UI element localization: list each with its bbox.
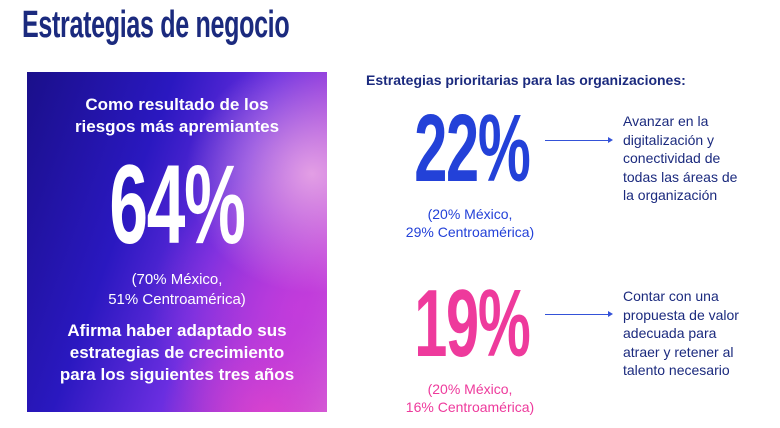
- panel-description-line: estrategias de crecimiento: [69, 343, 285, 362]
- stat-breakdown-mexico: (20% México,: [427, 381, 513, 397]
- arrow-right-icon: [545, 137, 613, 143]
- desc-line: talento necesario: [623, 362, 730, 378]
- desc-line: Avanzar en la: [623, 113, 709, 129]
- panel-description: Afirma haber adaptado sus estrategias de…: [27, 320, 327, 386]
- stat-breakdown-centroamerica: 16% Centroamérica): [405, 399, 535, 415]
- arrow-right-icon: [545, 311, 613, 317]
- stat-description: Contar con una propuesta de valor adecua…: [623, 287, 780, 380]
- desc-line: conectividad de: [623, 150, 721, 166]
- stat-breakdown: (20% México, 16% Centroamérica): [380, 380, 560, 416]
- highlight-panel: Como resultado de los riesgos más apremi…: [27, 72, 327, 412]
- panel-breakdown-centroamerica: 51% Centroamérica): [108, 291, 246, 308]
- priorities-heading: Estrategias prioritarias para las organi…: [366, 72, 686, 88]
- desc-line: adecuada para: [623, 325, 717, 341]
- stat-talent: 19% (20% México, 16% Centroamérica): [380, 268, 560, 416]
- desc-line: todas las áreas de: [623, 168, 738, 185]
- desc-line: propuesta de valor: [623, 306, 739, 323]
- panel-intro-line: Como resultado de los: [85, 95, 269, 114]
- stat-value: 19%: [414, 270, 531, 377]
- stat-value: 22%: [414, 95, 531, 202]
- stat-breakdown-mexico: (20% México,: [427, 206, 513, 222]
- panel-intro-line: riesgos más apremiantes: [74, 117, 280, 136]
- panel-description-line: para los siguientes tres años: [59, 365, 295, 384]
- stat-description: Avanzar en la digitalización y conectivi…: [623, 112, 780, 205]
- page-title: Estrategias de negocio: [22, 4, 290, 46]
- desc-line: digitalización y: [623, 131, 715, 148]
- panel-breakdown: (70% México, 51% Centroamérica): [27, 270, 327, 310]
- panel-description-line: Afirma haber adaptado sus: [67, 321, 287, 340]
- panel-main-stat: 64%: [109, 142, 246, 267]
- stat-breakdown-centroamerica: 29% Centroamérica): [405, 224, 535, 240]
- desc-line: la organización: [623, 187, 718, 203]
- stat-breakdown: (20% México, 29% Centroamérica): [380, 205, 560, 241]
- desc-line: atraer y retener al: [623, 343, 734, 360]
- panel-breakdown-mexico: (70% México,: [131, 271, 223, 288]
- desc-line: Contar con una: [623, 288, 719, 304]
- stat-digitalization: 22% (20% México, 29% Centroamérica): [380, 93, 560, 241]
- panel-intro: Como resultado de los riesgos más apremi…: [27, 94, 327, 138]
